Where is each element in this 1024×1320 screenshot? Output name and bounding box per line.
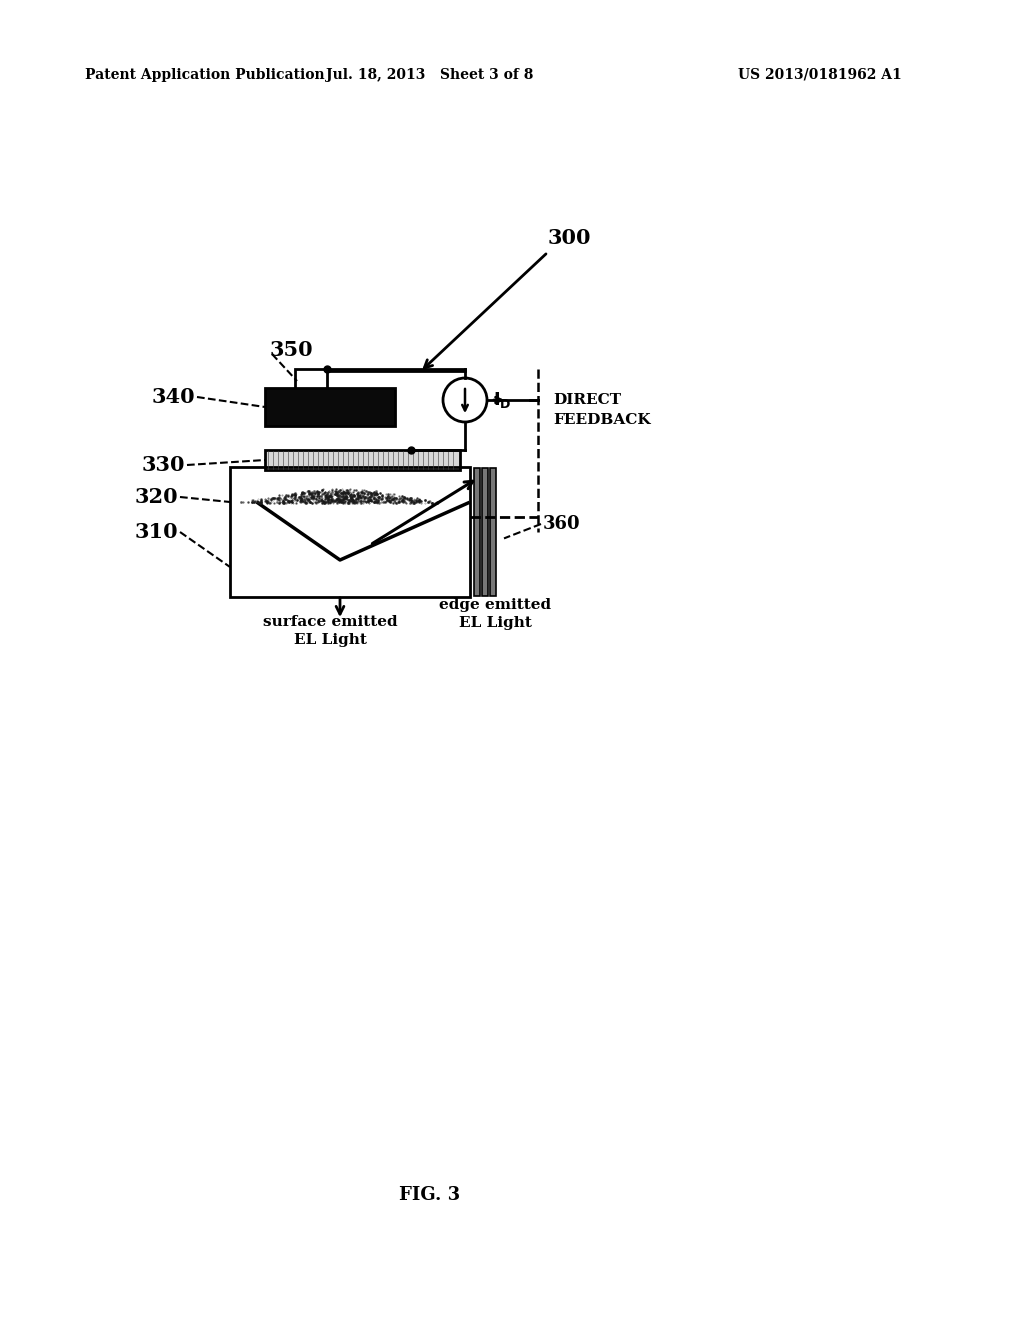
Bar [474, 469, 480, 597]
Text: Patent Application Publication: Patent Application Publication [85, 69, 325, 82]
Bar [265, 450, 460, 470]
Bar [490, 469, 496, 597]
Text: surface emitted
EL Light: surface emitted EL Light [263, 615, 397, 647]
Text: 320: 320 [134, 487, 178, 507]
Text: 350: 350 [270, 341, 313, 360]
Text: edge emitted
EL Light: edge emitted EL Light [439, 598, 551, 631]
Bar [230, 467, 470, 597]
Bar [295, 370, 327, 393]
Text: US 2013/0181962 A1: US 2013/0181962 A1 [738, 69, 902, 82]
Bar [265, 388, 395, 426]
Text: FIG. 3: FIG. 3 [399, 1185, 461, 1204]
Text: 310: 310 [134, 521, 178, 543]
Text: 300: 300 [548, 228, 592, 248]
Text: DIRECT
FEEDBACK: DIRECT FEEDBACK [553, 393, 650, 426]
Text: 340: 340 [152, 387, 195, 407]
Text: 360: 360 [543, 515, 581, 533]
Text: Jul. 18, 2013   Sheet 3 of 8: Jul. 18, 2013 Sheet 3 of 8 [327, 69, 534, 82]
Text: 330: 330 [141, 455, 185, 475]
Text: $\mathbf{I_D}$: $\mathbf{I_D}$ [493, 389, 512, 411]
Bar [482, 469, 488, 597]
